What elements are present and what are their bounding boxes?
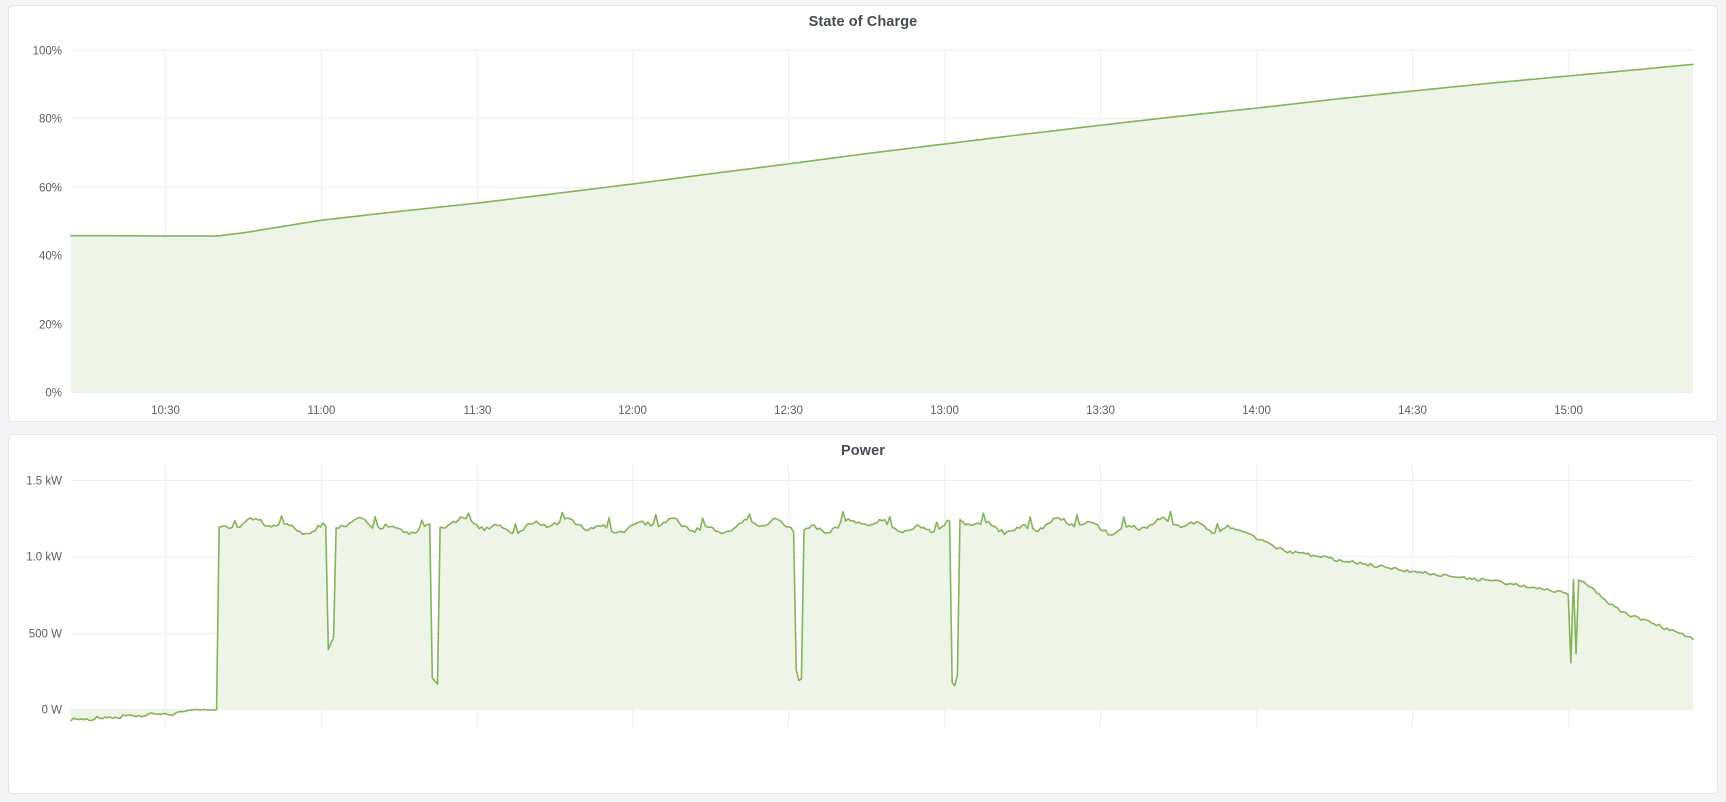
y-axis-tick-label: 80% [39,114,62,126]
y-axis-tick-label: 60% [39,183,62,195]
x-axis-tick-label: 13:00 [930,405,959,417]
y-axis-tick-label: 40% [39,251,62,263]
x-axis-tick-label: 12:30 [774,405,803,417]
y-axis-tick-label: 500 W [29,629,62,641]
series-area-fill [71,511,1693,721]
panel-power[interactable]: Power 0 W 500 W 1.0 kW 1.5 kW [8,434,1718,794]
y-axis-tick-label: 0 W [42,705,63,717]
x-axis-tick-label: 11:00 [308,405,336,417]
panel-title-state-of-charge: State of Charge [808,14,918,30]
y-axis-tick-label: 20% [39,320,62,332]
x-axis-tick-label: 15:00 [1554,405,1583,417]
state-of-charge-chart[interactable]: 0% 20% 40% 60% 80% 100% 10:30 11:00 11:30 12:00 12… [9,6,1717,421]
panel-state-of-charge[interactable]: State of Charge 0% 20% 40% 60% 80% 100% 10:30 1… [8,5,1718,422]
series-line [70,63,1694,237]
y-axis-tick-label: 1.0 kW [26,552,62,564]
panel-title-power: Power [840,443,885,459]
y-axis-tick-label: 0% [45,388,62,400]
y-axis-tick-label: 100% [33,46,62,58]
plot-area-state-of-charge[interactable]: 0% 20% 40% 60% 80% 100% 10:30 11:00 11:30 12:00 12… [9,6,1717,421]
x-axis-tick-label: 13:30 [1086,405,1115,417]
x-axis-tick-label: 14:00 [1242,405,1271,417]
x-axis-tick-label: 14:30 [1398,405,1427,417]
x-axis-tick-label: 12:00 [618,405,647,417]
power-chart[interactable]: 0 W 500 W 1.0 kW 1.5 kW [9,435,1717,793]
y-axis-tick-label: 1.5 kW [26,476,62,488]
x-axis-tick-label: 10:30 [151,405,180,417]
series-area-fill [71,64,1693,393]
series-line [70,510,1694,722]
plot-area-power[interactable]: 0 W 500 W 1.0 kW 1.5 kW [9,435,1717,793]
x-axis-tick-label: 11:30 [464,405,492,417]
